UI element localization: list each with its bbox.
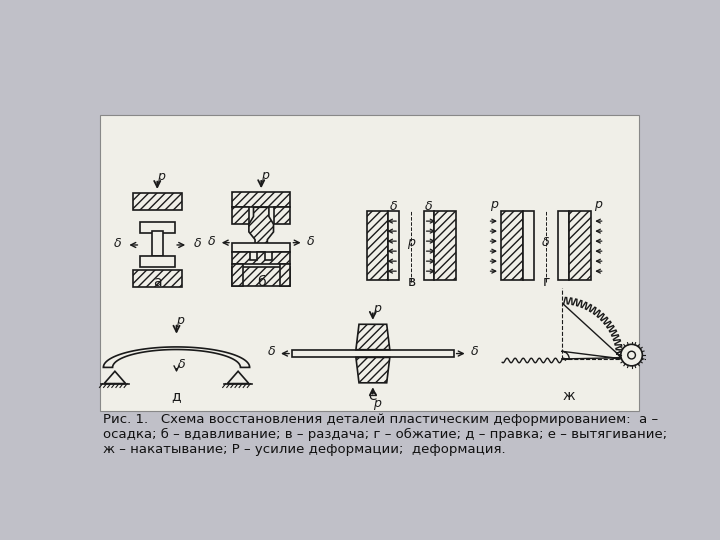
Bar bbox=[232, 267, 290, 286]
Text: δ: δ bbox=[426, 200, 433, 213]
Bar bbox=[388, 211, 399, 280]
Text: δ: δ bbox=[307, 234, 315, 248]
Text: р: р bbox=[176, 314, 184, 327]
Polygon shape bbox=[104, 347, 250, 367]
Bar bbox=[292, 350, 454, 357]
Text: а: а bbox=[153, 275, 161, 289]
Bar bbox=[140, 256, 175, 267]
Text: р: р bbox=[261, 169, 269, 182]
Text: δ: δ bbox=[113, 237, 121, 250]
Text: р: р bbox=[490, 198, 498, 212]
Bar bbox=[434, 211, 456, 280]
Polygon shape bbox=[356, 325, 390, 350]
Bar bbox=[279, 264, 290, 286]
Text: р: р bbox=[157, 170, 165, 183]
Circle shape bbox=[621, 345, 642, 366]
Bar bbox=[232, 207, 249, 224]
Text: Рис. 1.   Схема восстановления деталей пластическим деформированием:  а –
осадка: Рис. 1. Схема восстановления деталей пла… bbox=[102, 413, 667, 456]
Bar bbox=[559, 211, 570, 280]
Bar bbox=[232, 264, 243, 286]
Bar bbox=[274, 207, 290, 224]
Bar bbox=[232, 192, 290, 207]
Text: д: д bbox=[171, 389, 181, 403]
Bar bbox=[132, 269, 182, 287]
Bar bbox=[570, 211, 590, 280]
Text: р: р bbox=[595, 198, 603, 212]
Polygon shape bbox=[249, 207, 274, 244]
Text: г: г bbox=[542, 275, 550, 289]
Bar bbox=[99, 115, 639, 411]
Text: δ: δ bbox=[390, 200, 397, 213]
Text: δ: δ bbox=[471, 345, 478, 357]
Bar bbox=[423, 211, 434, 280]
Text: е: е bbox=[369, 389, 377, 403]
Text: ж: ж bbox=[563, 389, 575, 403]
Text: δ: δ bbox=[542, 236, 550, 249]
Polygon shape bbox=[228, 372, 249, 383]
Bar bbox=[132, 193, 182, 210]
Text: δ: δ bbox=[208, 234, 216, 248]
Text: р: р bbox=[373, 397, 381, 410]
Bar bbox=[501, 211, 523, 280]
Polygon shape bbox=[562, 298, 623, 359]
Text: р: р bbox=[373, 302, 381, 315]
Bar bbox=[152, 231, 163, 256]
Text: р: р bbox=[408, 236, 415, 249]
Bar bbox=[232, 242, 290, 252]
Text: δ: δ bbox=[194, 237, 201, 250]
Polygon shape bbox=[232, 252, 290, 264]
Text: б: б bbox=[257, 275, 266, 289]
Bar bbox=[140, 222, 175, 233]
Polygon shape bbox=[356, 357, 390, 383]
Text: δ: δ bbox=[267, 345, 275, 357]
Bar bbox=[523, 211, 534, 280]
Bar bbox=[366, 211, 388, 280]
Text: δ: δ bbox=[178, 358, 186, 371]
Text: в: в bbox=[408, 275, 415, 289]
Circle shape bbox=[628, 351, 636, 359]
Polygon shape bbox=[104, 372, 126, 383]
